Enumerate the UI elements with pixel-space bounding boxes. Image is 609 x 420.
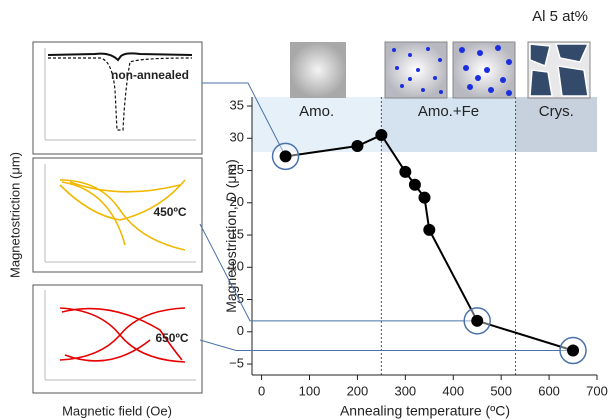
- region: [515, 97, 597, 152]
- connector: [199, 223, 478, 322]
- data-point: [567, 344, 580, 357]
- x-tick-label: 100: [299, 383, 321, 398]
- inset-x-label: Magnetic field (Oe): [62, 403, 172, 418]
- x-axis-label: Annealing temperature (ºC): [340, 403, 510, 419]
- y-label-part: Magnetostriction,: [223, 202, 239, 313]
- y-tick-label: 35: [230, 97, 244, 112]
- y-tick-label: 0: [237, 323, 244, 338]
- data-line: [285, 133, 574, 352]
- x-tick-label: 300: [394, 383, 416, 398]
- y-tick-label: −5: [229, 355, 244, 370]
- data-point: [423, 223, 436, 236]
- inset-y-label: Magnetostriction (μm): [7, 152, 22, 278]
- data-point: [399, 165, 412, 178]
- inset-label: 650ºC: [155, 331, 188, 345]
- connector: [202, 82, 286, 157]
- data-point: [418, 191, 431, 204]
- data-point: [279, 150, 292, 163]
- x-tick-label: 600: [538, 383, 560, 398]
- region-label: Amo.: [299, 103, 334, 120]
- inset-label: non-annealed: [111, 68, 189, 82]
- data-point: [375, 129, 388, 142]
- region-label: Amo.+Fe: [418, 103, 479, 120]
- data-point: [408, 178, 421, 191]
- y-axis-label: Magnetostriction, D (μm): [223, 159, 239, 313]
- data-point: [471, 314, 484, 327]
- crystal-image: [527, 41, 591, 99]
- y-tick-label: 20: [230, 194, 244, 209]
- inset-2: 450ºC: [32, 157, 203, 273]
- y-tick-label: 5: [237, 291, 244, 306]
- y-tick-label: 10: [230, 259, 244, 274]
- x-tick-label: 400: [442, 383, 464, 398]
- fe-image-2: [452, 41, 516, 99]
- data-point: [351, 140, 364, 153]
- x-tick-label: 500: [490, 383, 512, 398]
- amorphous-image: [290, 42, 346, 98]
- y-label-part: (μm): [223, 159, 239, 192]
- x-tick-label: 700: [586, 383, 608, 398]
- y-tick-label: 15: [230, 226, 244, 241]
- unit-label: Al 5 at%: [532, 8, 588, 25]
- region: [381, 97, 516, 152]
- y-label-part: D: [223, 192, 239, 202]
- inset-1: non-annealed: [32, 41, 203, 155]
- y-tick-label: 30: [230, 130, 244, 145]
- x-tick-label: 0: [258, 383, 265, 398]
- connector: [199, 339, 574, 351]
- inset-3: 650ºC: [32, 284, 203, 394]
- region-label: Crys.: [539, 103, 574, 120]
- inset-label: 450ºC: [153, 205, 186, 219]
- x-tick-label: 200: [347, 383, 369, 398]
- y-tick-label: 25: [230, 162, 244, 177]
- fe-image-1: [384, 41, 448, 99]
